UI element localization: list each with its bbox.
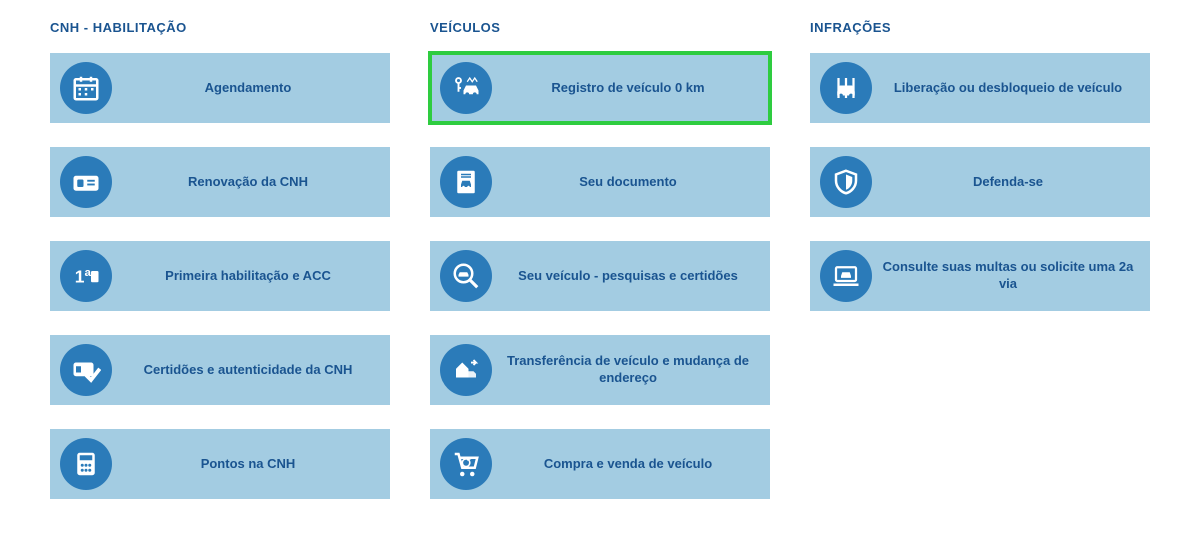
first-badge-icon: 1ª <box>60 250 112 302</box>
column-header: VEÍCULOS <box>430 20 770 35</box>
card-label: Transferência de veículo e mudança de en… <box>502 353 760 387</box>
card-liberacao-veiculo[interactable]: Liberação ou desbloqueio de veículo <box>810 53 1150 123</box>
card-label: Defenda-se <box>882 174 1140 191</box>
card-certidoes-cnh[interactable]: Certidões e autenticidade da CNH <box>50 335 390 405</box>
card-label: Compra e venda de veículo <box>502 456 760 473</box>
calculator-icon <box>60 438 112 490</box>
card-registro-veiculo-0km[interactable]: Registro de veículo 0 km <box>430 53 770 123</box>
car-jail-icon <box>820 62 872 114</box>
card-check-icon <box>60 344 112 396</box>
card-label: Primeira habilitação e ACC <box>122 268 380 285</box>
calendar-icon <box>60 62 112 114</box>
card-agendamento[interactable]: Agendamento <box>50 53 390 123</box>
card-seu-documento[interactable]: Seu documento <box>430 147 770 217</box>
house-transfer-icon <box>440 344 492 396</box>
shield-icon <box>820 156 872 208</box>
card-label: Renovação da CNH <box>122 174 380 191</box>
card-consulte-multas[interactable]: Consulte suas multas ou solicite uma 2a … <box>810 241 1150 311</box>
svg-text:1ª: 1ª <box>75 266 92 286</box>
car-doc-icon <box>440 156 492 208</box>
card-label: Seu documento <box>502 174 760 191</box>
car-key-icon <box>440 62 492 114</box>
card-renovacao-cnh[interactable]: Renovação da CNH <box>50 147 390 217</box>
card-label: Liberação ou desbloqueio de veículo <box>882 80 1140 97</box>
column-infracoes: INFRAÇÕES Liberação ou desbloqueio de ve… <box>810 20 1150 523</box>
card-label: Agendamento <box>122 80 380 97</box>
card-defenda-se[interactable]: Defenda-se <box>810 147 1150 217</box>
card-primeira-habilitacao[interactable]: 1ª Primeira habilitação e ACC <box>50 241 390 311</box>
card-pontos-cnh[interactable]: Pontos na CNH <box>50 429 390 499</box>
card-transferencia-veiculo[interactable]: Transferência de veículo e mudança de en… <box>430 335 770 405</box>
card-compra-venda-veiculo[interactable]: Compra e venda de veículo <box>430 429 770 499</box>
car-search-icon <box>440 250 492 302</box>
laptop-car-icon <box>820 250 872 302</box>
card-label: Registro de veículo 0 km <box>502 80 760 97</box>
card-seu-veiculo-pesquisas[interactable]: Seu veículo - pesquisas e certidões <box>430 241 770 311</box>
column-cnh: CNH - HABILITAÇÃO Agendamento Renovação … <box>50 20 390 523</box>
card-label: Certidões e autenticidade da CNH <box>122 362 380 379</box>
column-header: CNH - HABILITAÇÃO <box>50 20 390 35</box>
column-header: INFRAÇÕES <box>810 20 1150 35</box>
card-label: Seu veículo - pesquisas e certidões <box>502 268 760 285</box>
id-card-icon <box>60 156 112 208</box>
card-label: Pontos na CNH <box>122 456 380 473</box>
services-grid: CNH - HABILITAÇÃO Agendamento Renovação … <box>50 20 1150 523</box>
column-veiculos: VEÍCULOS Registro de veículo 0 km Seu do… <box>430 20 770 523</box>
card-label: Consulte suas multas ou solicite uma 2a … <box>882 259 1140 293</box>
cart-icon <box>440 438 492 490</box>
